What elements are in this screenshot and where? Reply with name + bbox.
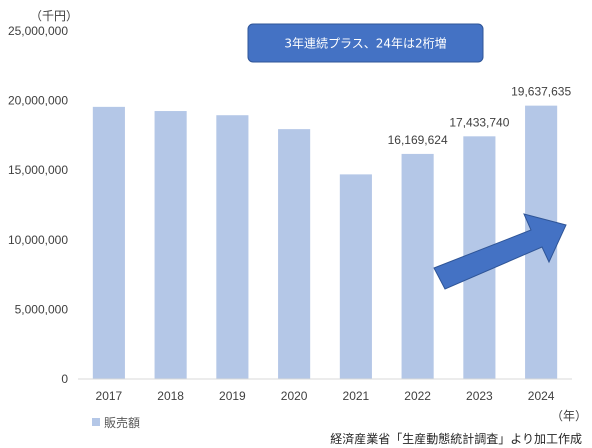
callout-box [247,23,484,63]
y-tick-label: 20,000,000 [8,94,68,108]
data-label: 19,637,635 [511,85,571,99]
bar [154,111,187,379]
bar [278,129,311,379]
source-note: 経済産業省「生産動態統計調査」より加工作成 [330,431,582,446]
legend-series-label: 販売額 [104,415,140,430]
x-tick-label: 2022 [404,389,431,403]
bar [216,115,249,379]
x-axis-unit-label: （年） [551,409,587,423]
bar [401,153,434,379]
y-axis-ticks: 0 5,000,000 10,000,000 15,000,000 20,000,000… [8,24,68,386]
y-tick-label: 5,000,000 [15,302,69,316]
x-tick-label: 2019 [219,389,246,403]
data-label: 17,433,740 [449,115,509,129]
x-tick-label: 2018 [157,389,184,403]
y-tick-label: 10,000,000 [8,233,68,247]
y-tick-label: 0 [61,372,68,386]
x-tick-label: 2024 [528,389,555,403]
x-tick-label: 2017 [96,389,123,403]
annotation-callout: 3年連続プラス、24年は2桁増 [247,23,484,63]
legend: 販売額 [92,415,140,430]
y-tick-label: 25,000,000 [8,24,68,38]
trend-arrow [433,213,567,290]
data-label: 16,169,624 [388,133,448,147]
y-axis-unit-label: （千円） [30,9,78,23]
y-tick-label: 15,000,000 [8,163,68,177]
bar [339,174,372,379]
legend-swatch [92,418,100,426]
x-axis-ticks: 2017 2018 2019 2020 2021 2022 2023 2024 [96,389,555,403]
x-tick-label: 2020 [281,389,308,403]
x-tick-label: 2023 [466,389,493,403]
x-tick-label: 2021 [343,389,370,403]
bars [92,105,558,380]
bar [92,106,125,379]
callout-text: 3年連続プラス、24年は2桁増 [284,37,446,51]
